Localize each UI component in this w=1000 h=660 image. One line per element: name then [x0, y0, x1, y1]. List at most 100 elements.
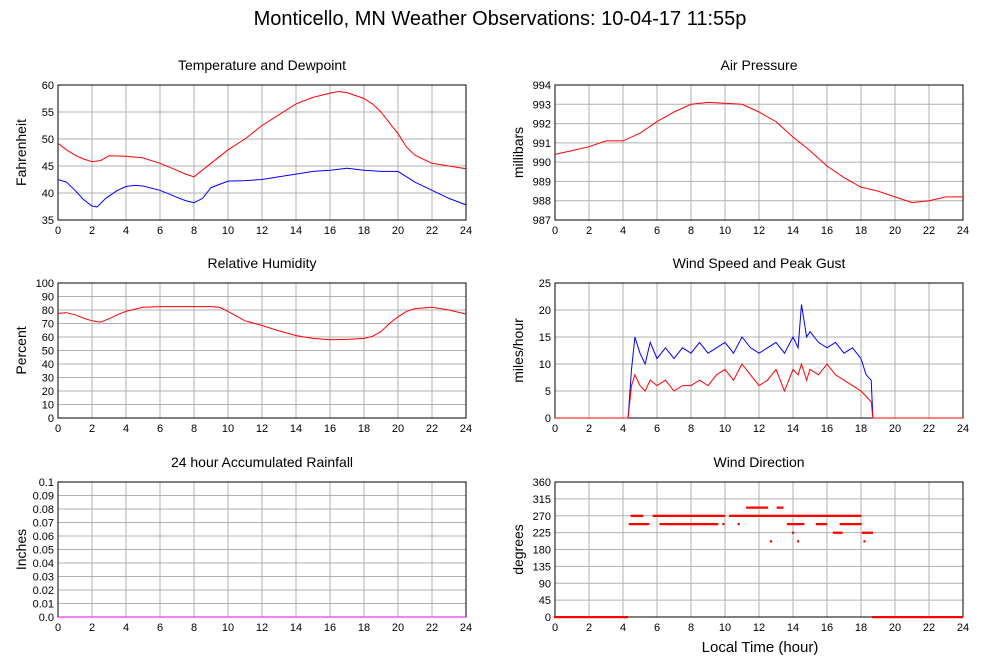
- direction-point: [655, 514, 658, 517]
- direction-point: [645, 523, 648, 526]
- direction-point: [869, 531, 872, 534]
- x-tick-label: 4: [123, 423, 129, 435]
- direction-point: [618, 616, 621, 619]
- direction-point: [784, 514, 787, 517]
- direction-point: [934, 616, 937, 619]
- y-tick-label: 0.03: [33, 572, 54, 584]
- direction-point: [790, 514, 793, 517]
- y-tick-label: 100: [36, 278, 54, 290]
- x-tick-label: 0: [552, 423, 558, 435]
- x-tick-label: 22: [923, 622, 935, 634]
- direction-point: [845, 514, 848, 517]
- direction-point: [813, 514, 816, 517]
- direction-point: [848, 514, 851, 517]
- direction-point: [948, 616, 951, 619]
- direction-point: [810, 514, 813, 517]
- direction-point: [843, 514, 847, 517]
- direction-point: [854, 514, 857, 517]
- direction-point: [807, 514, 810, 517]
- x-tick-label: 2: [586, 622, 592, 634]
- y-tick-label: 40: [42, 188, 54, 200]
- direction-point: [581, 616, 584, 619]
- direction-point: [610, 616, 613, 619]
- y-tick-label: 35: [42, 215, 54, 227]
- direction-point: [811, 514, 814, 517]
- direction-point: [770, 514, 773, 517]
- direction-point: [765, 514, 769, 517]
- direction-point: [840, 514, 843, 517]
- direction-point: [674, 514, 677, 517]
- direction-point: [682, 523, 685, 526]
- direction-point: [710, 514, 713, 517]
- direction-point: [554, 616, 557, 619]
- direction-point: [560, 616, 563, 619]
- direction-point: [802, 523, 805, 526]
- direction-point: [630, 514, 633, 517]
- y-tick-label: 40: [42, 359, 54, 371]
- direction-point: [956, 616, 959, 619]
- direction-point: [586, 616, 589, 619]
- y-tick-label: 0: [545, 413, 551, 425]
- series-line-red: [554, 101, 963, 204]
- direction-point: [679, 523, 682, 526]
- direction-point: [835, 531, 839, 534]
- plot-frame: [57, 84, 467, 221]
- direction-point: [899, 616, 902, 619]
- direction-point: [849, 514, 853, 517]
- direction-point: [759, 506, 763, 509]
- plot-frame: [554, 481, 964, 618]
- x-tick-label: 4: [620, 225, 626, 237]
- x-tick-label: 16: [324, 622, 336, 634]
- y-tick-label: 992: [533, 119, 551, 131]
- direction-point: [660, 514, 663, 517]
- y-tick-label: 315: [533, 494, 551, 506]
- direction-point: [797, 540, 800, 543]
- y-tick-label: 0.01: [33, 599, 54, 611]
- direction-point: [902, 616, 905, 619]
- direction-point: [729, 514, 732, 517]
- x-tick-label: 10: [222, 423, 234, 435]
- y-tick-label: 60: [42, 80, 54, 92]
- direction-point: [820, 523, 823, 526]
- direction-point: [891, 616, 894, 619]
- y-tick-label: 55: [42, 107, 54, 119]
- direction-point: [616, 616, 619, 619]
- y-tick-label: 70: [42, 319, 54, 331]
- direction-point: [800, 523, 803, 526]
- direction-point: [652, 514, 655, 517]
- direction-point: [666, 514, 669, 517]
- direction-point: [694, 523, 697, 526]
- direction-point: [683, 523, 687, 526]
- direction-point: [922, 616, 925, 619]
- direction-point: [668, 523, 671, 526]
- direction-point: [768, 514, 772, 517]
- direction-point: [775, 514, 778, 517]
- direction-point: [911, 616, 914, 619]
- direction-point: [737, 523, 740, 526]
- chart-title: Wind Direction: [713, 454, 804, 470]
- x-tick-label: 10: [719, 225, 731, 237]
- direction-point: [913, 616, 916, 619]
- x-tick-label: 0: [552, 622, 558, 634]
- direction-point: [758, 514, 761, 517]
- direction-point: [713, 514, 716, 517]
- direction-point: [733, 514, 736, 517]
- direction-point: [678, 514, 681, 517]
- direction-point: [857, 523, 861, 526]
- direction-point: [797, 523, 800, 526]
- direction-point: [752, 506, 755, 509]
- direction-point: [896, 616, 899, 619]
- y-tick-label: 30: [42, 373, 54, 385]
- x-tick-label: 16: [821, 225, 833, 237]
- direction-point: [641, 514, 644, 517]
- direction-point: [697, 523, 700, 526]
- x-tick-label: 10: [222, 225, 234, 237]
- x-tick-label: 22: [426, 225, 438, 237]
- y-tick-label: 0.05: [33, 545, 54, 557]
- direction-point: [555, 616, 558, 619]
- direction-point: [794, 523, 797, 526]
- direction-point: [716, 514, 720, 517]
- direction-point: [744, 514, 747, 517]
- direction-point: [842, 523, 845, 526]
